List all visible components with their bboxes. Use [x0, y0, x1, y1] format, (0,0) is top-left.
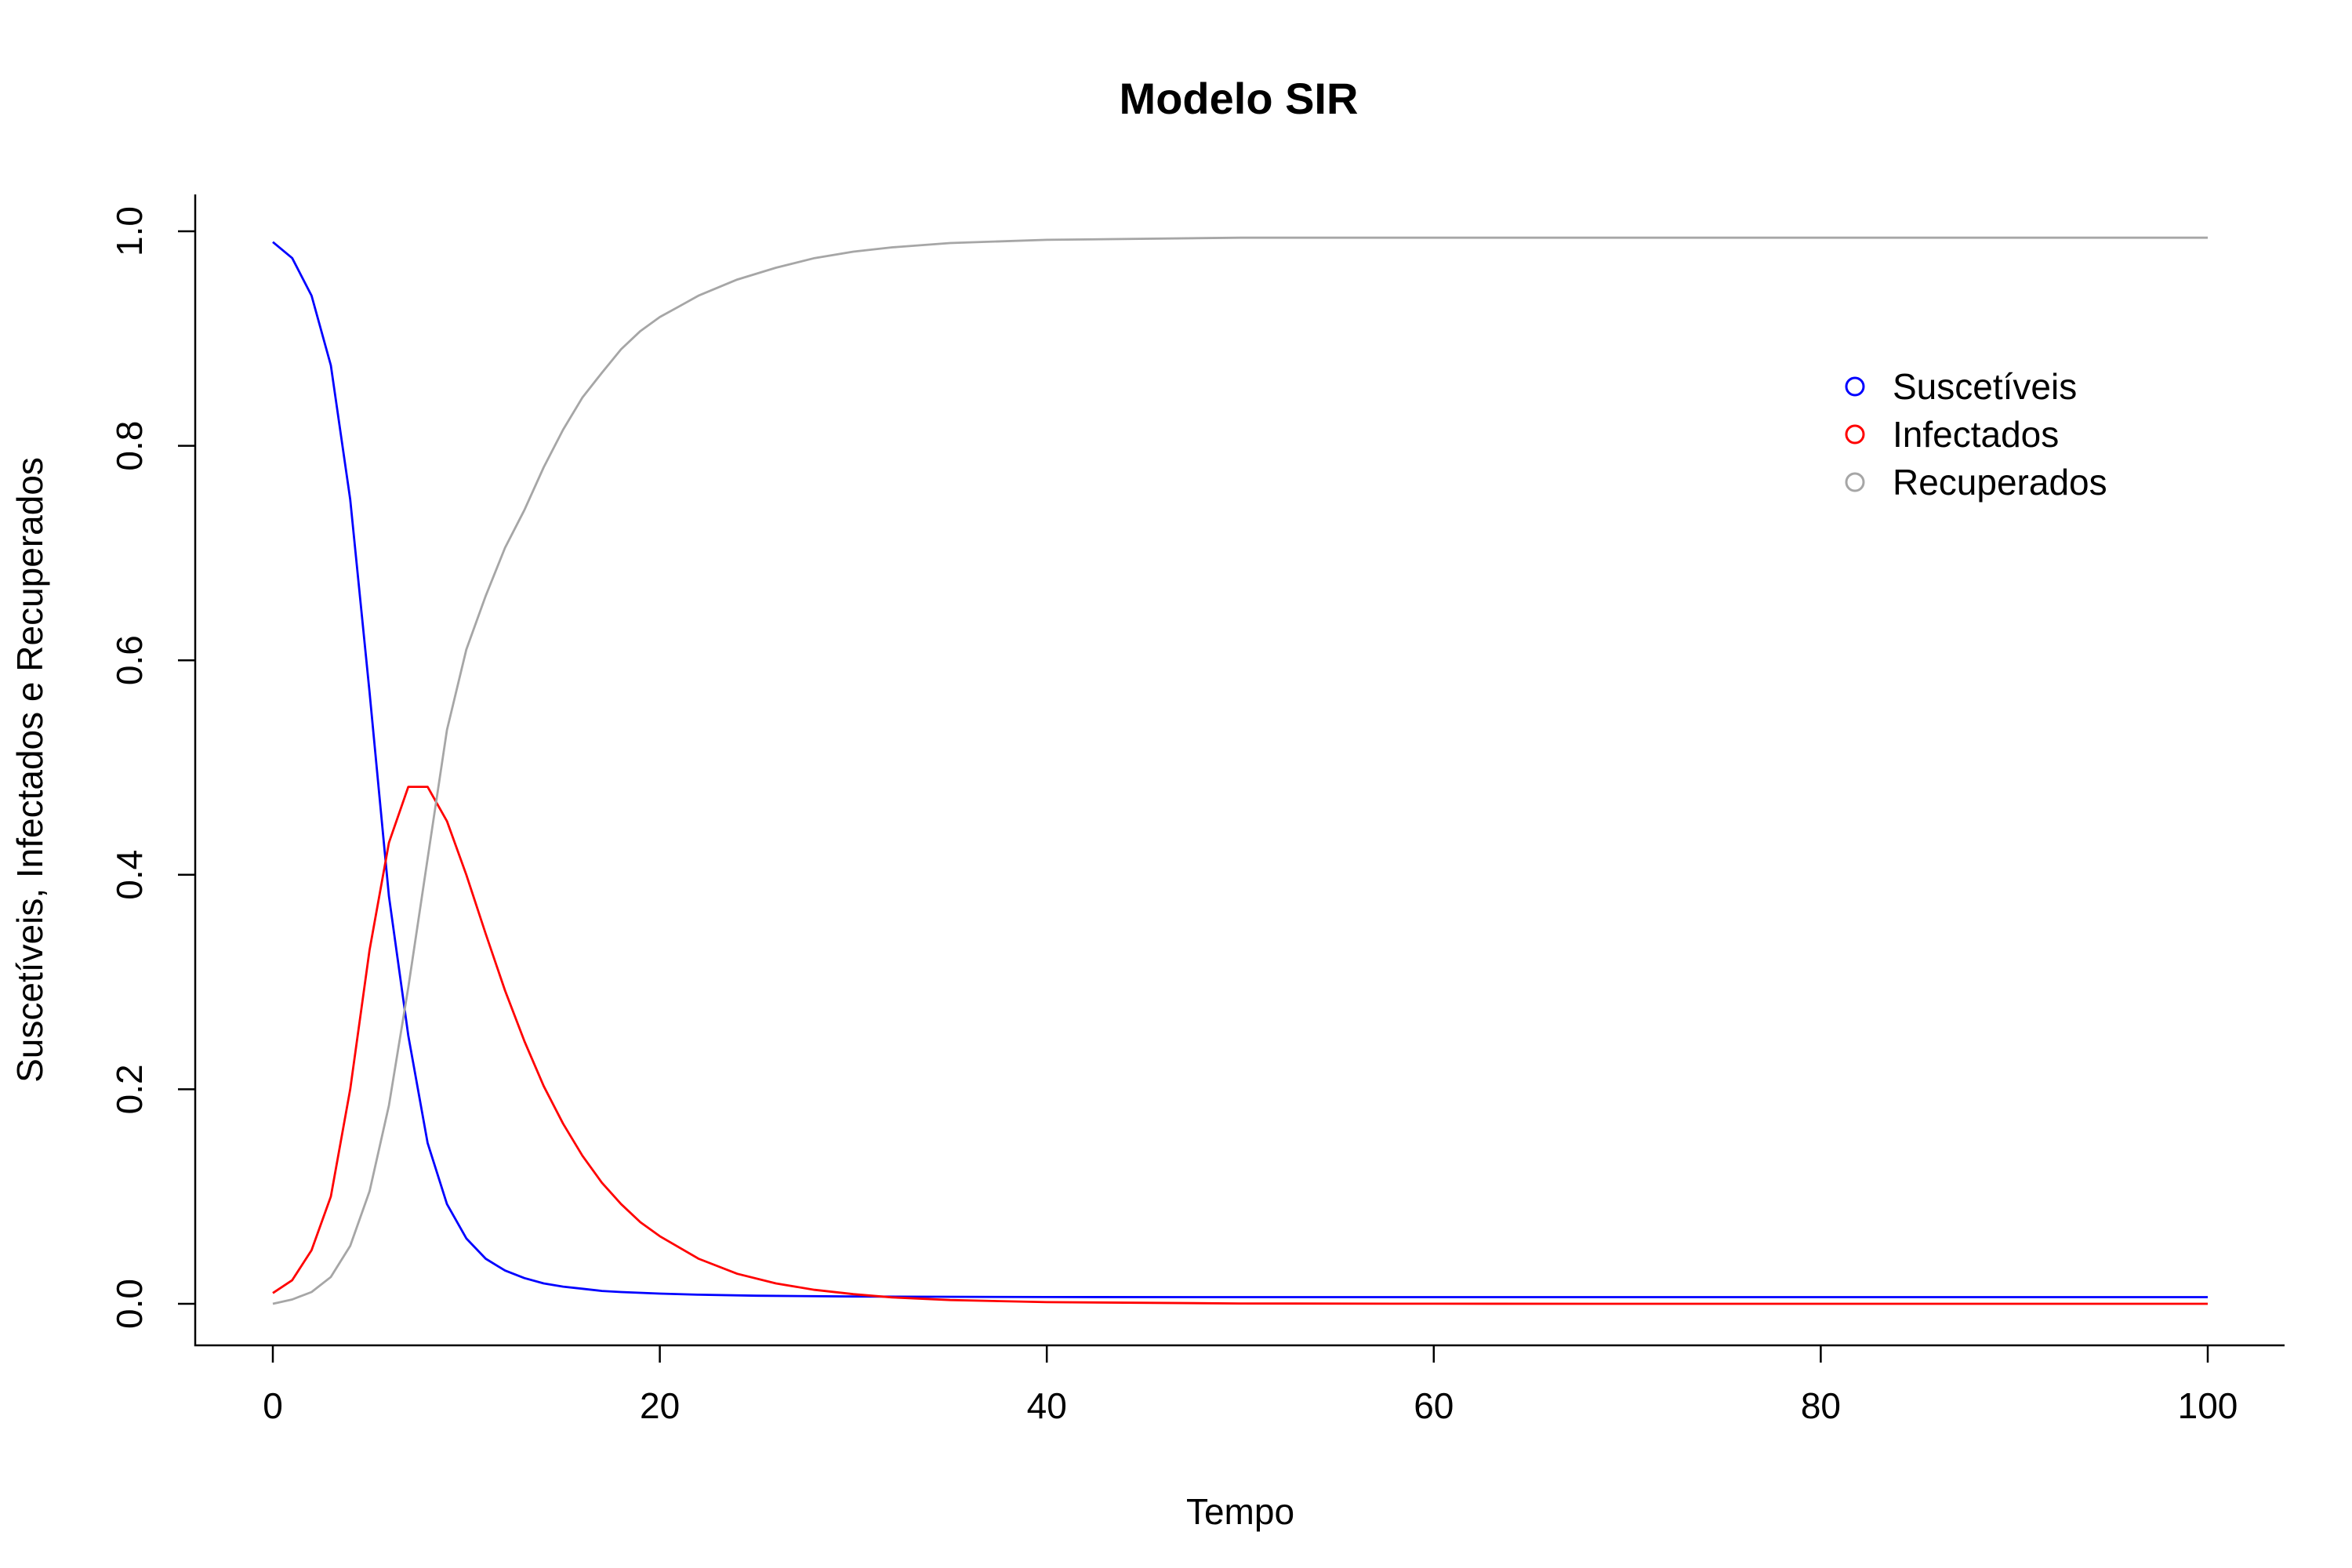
x-tick-label: 20 [640, 1385, 680, 1426]
y-tick-label: 0.2 [109, 1064, 150, 1114]
series-line-suscetveis [272, 241, 2208, 1298]
y-tick-label: 0.8 [109, 421, 150, 471]
x-tick-label: 40 [1027, 1385, 1067, 1426]
y-axis-ticks: 0.0 0.2 0.4 0.6 0.8 1.0 [109, 206, 195, 1329]
y-tick-label: 0.6 [109, 635, 150, 685]
x-tick-label: 0 [263, 1385, 283, 1426]
x-tick-label: 100 [2178, 1385, 2238, 1426]
y-axis-title: Suscetíveis, Infectados e Recuperados [9, 457, 50, 1083]
y-axis-line [194, 194, 2285, 1347]
y-tick-label: 0.4 [109, 850, 150, 900]
y-tick-label: 0.0 [109, 1279, 150, 1329]
legend-label: Infectados [1893, 414, 2059, 455]
legend-marker [1845, 472, 1865, 492]
legend-label: Suscetíveis [1893, 366, 2077, 407]
legend: Suscetíveis Infectados Recuperados [1845, 366, 2107, 503]
y-tick-label: 1.0 [109, 206, 150, 256]
series-lines [272, 236, 2208, 1305]
x-axis-title: Tempo [1186, 1491, 1294, 1532]
series-line-infectados [272, 786, 2208, 1305]
x-tick-label: 60 [1414, 1385, 1454, 1426]
legend-label: Recuperados [1893, 462, 2107, 503]
series-line-recuperados [272, 236, 2208, 1305]
x-axis-ticks: 0 20 40 60 80 100 [263, 1345, 2238, 1426]
chart-title: Modelo SIR [1120, 74, 1359, 123]
legend-marker [1845, 376, 1865, 397]
legend-marker [1845, 424, 1865, 445]
x-tick-label: 80 [1801, 1385, 1841, 1426]
axes [194, 194, 2285, 1347]
